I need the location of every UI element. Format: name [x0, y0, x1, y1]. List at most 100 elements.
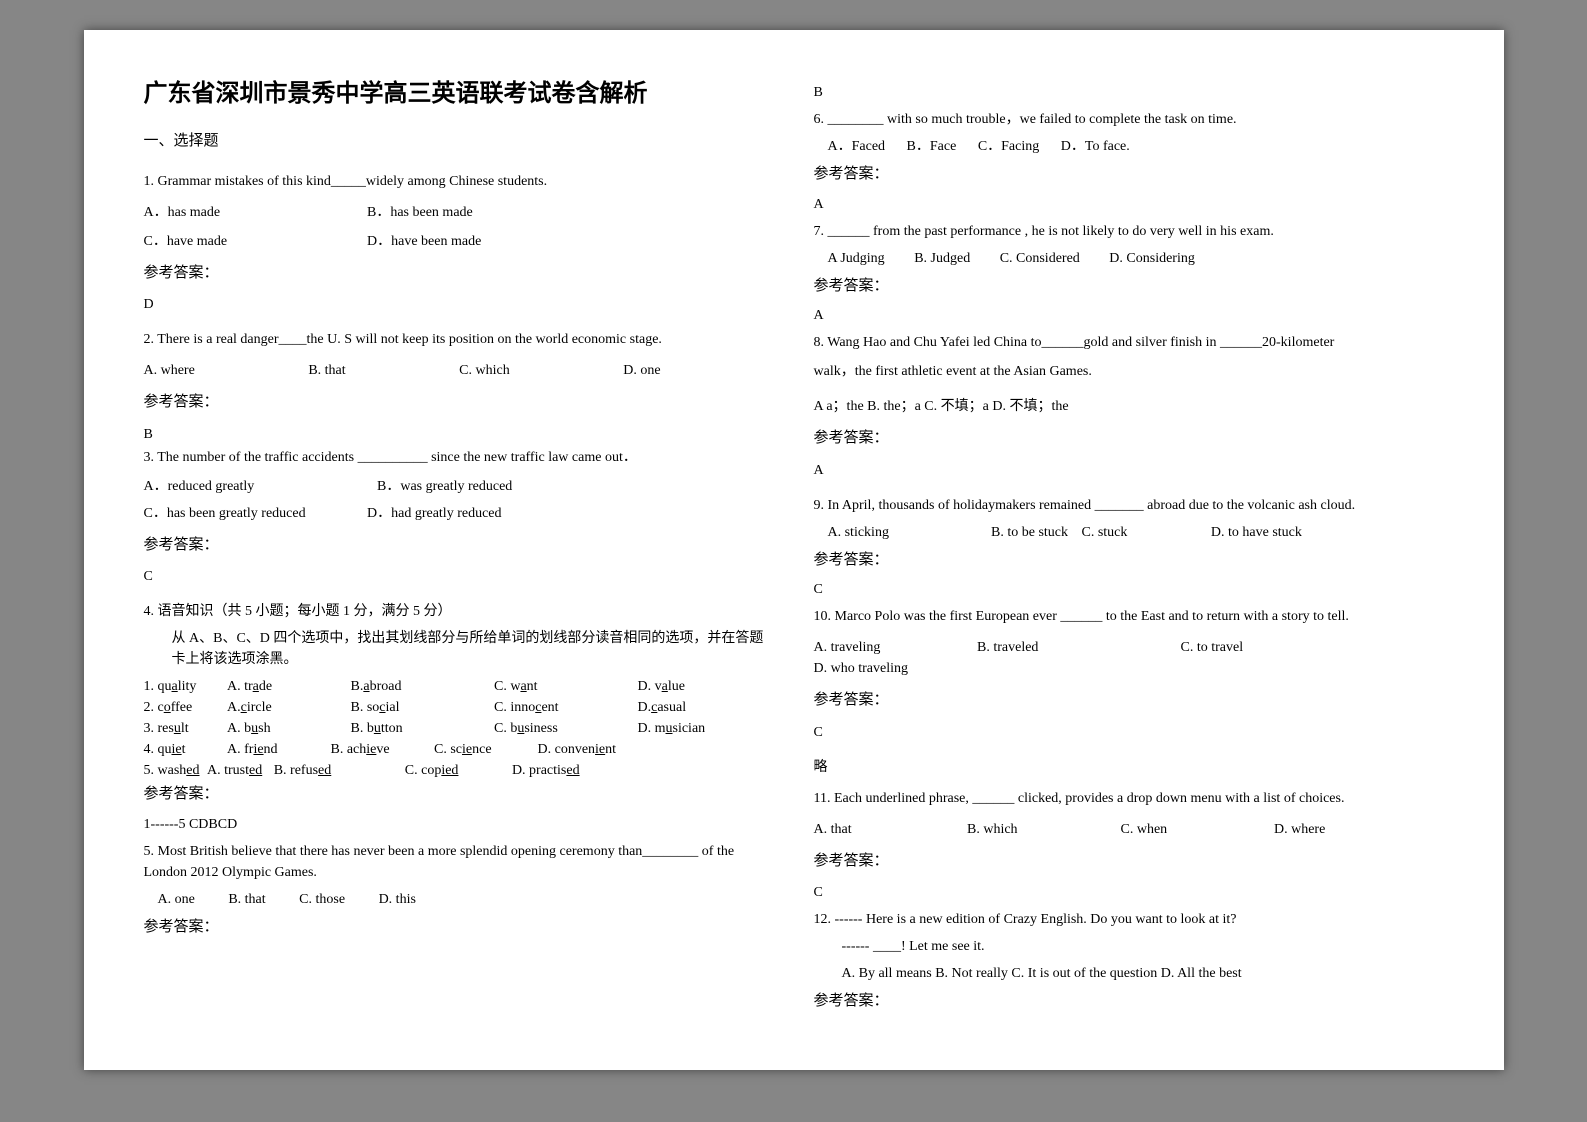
t: tton — [381, 718, 403, 739]
t: ie — [253, 739, 263, 760]
q12-opts: A. By all means B. Not really C. It is o… — [814, 963, 1444, 984]
q4-ans: 1------5 CDBCD — [144, 814, 774, 835]
q12-l2: ------ ____! Let me see it. — [814, 936, 1444, 957]
section-heading: 一、选择题 — [144, 130, 774, 153]
t: A. tr — [227, 676, 253, 697]
t: C. inno — [494, 697, 535, 718]
t: t — [182, 739, 186, 760]
q1-b: B．has been made — [367, 202, 473, 223]
q1-ans: D — [144, 294, 774, 315]
q9-c: C. stuck — [1082, 522, 1128, 543]
t: ed — [186, 760, 199, 781]
t: u — [374, 718, 381, 739]
t: lity — [178, 676, 197, 697]
t: C. cop — [405, 760, 442, 781]
q4-inst: 从 A、B、C、D 四个选项中，找出其划线部分与所给单词的划线部分读音相同的选项… — [144, 628, 774, 670]
q2-text: 2. There is a real danger____the U. S wi… — [144, 329, 774, 350]
q4-row3: 3. result A. bush B. button C. business … — [144, 718, 774, 739]
q2-ans: B — [144, 424, 774, 445]
t: A. b — [227, 718, 251, 739]
q7-text: 7. ______ from the past performance , he… — [814, 221, 1444, 242]
q3-text: 3. The number of the traffic accidents _… — [144, 447, 774, 468]
q1-opts-row2: C．have made D．have been made — [144, 231, 774, 252]
t: siness — [524, 718, 557, 739]
q3-d: D．had greatly reduced — [367, 503, 502, 524]
q5-b: B. that — [228, 889, 265, 910]
t: o — [164, 697, 171, 718]
q8-ans: A — [814, 460, 1444, 481]
q7-a: A Judging — [828, 248, 885, 269]
q7-c: C. Considered — [1000, 248, 1080, 269]
ans-label: 参考答案： — [814, 275, 1444, 298]
t: D. conven — [538, 739, 596, 760]
q6-text: 6. ________ with so much trouble，we fail… — [814, 109, 1444, 130]
t: A. — [227, 697, 241, 718]
q8-opts: A a；the B. the；a C. 不填；a D. 不填；the — [814, 396, 1444, 417]
q3-a: A．reduced greatly — [144, 476, 314, 497]
q8-text2: walk，the first athletic event at the Asi… — [814, 361, 1444, 382]
q10-note: 略 — [814, 757, 1444, 778]
t: nt — [527, 676, 538, 697]
q1-d: D．have been made — [367, 231, 481, 252]
q11-c: C. when — [1121, 819, 1271, 840]
q3-b: B．was greatly reduced — [377, 476, 512, 497]
q9-d: D. to have stuck — [1211, 522, 1302, 543]
q5-a: A. one — [158, 889, 195, 910]
q6-ans: A — [814, 194, 1444, 215]
ans-label: 参考答案： — [814, 427, 1444, 450]
t: ied — [441, 760, 458, 781]
q12-l1: 12. ------ Here is a new edition of Craz… — [814, 909, 1444, 930]
q7-d: D. Considering — [1109, 248, 1195, 269]
t: ed — [318, 760, 331, 781]
t: 1. qu — [144, 676, 172, 697]
q3-opts-row1: A．reduced greatly B．was greatly reduced — [144, 476, 774, 497]
ans-label: 参考答案： — [814, 689, 1444, 712]
ans-label: 参考答案： — [814, 850, 1444, 873]
q3-opts-row2: C．has been greatly reduced D．had greatly… — [144, 503, 774, 524]
q3-ans: C — [144, 566, 774, 587]
q5-opts: A. one B. that C. those D. this — [144, 889, 774, 910]
q2-b: B. that — [308, 360, 345, 381]
q10-text: 10. Marco Polo was the first European ev… — [814, 606, 1444, 627]
q7-ans: A — [814, 305, 1444, 326]
q10-d: D. who traveling — [814, 658, 1034, 679]
t: nt — [605, 739, 616, 760]
q6-c: C．Facing — [978, 136, 1039, 157]
t: D. m — [638, 718, 666, 739]
q8-text1: 8. Wang Hao and Chu Yafei led China to__… — [814, 332, 1444, 353]
q1-opts-row1: A．has made B．has been made — [144, 202, 774, 223]
t: C. sc — [434, 739, 462, 760]
t: ial — [386, 697, 400, 718]
q5-d: D. this — [379, 889, 416, 910]
q4-row5: 5. washed A. trusted B. refused C. copie… — [144, 760, 774, 781]
t: ie — [172, 739, 182, 760]
q6-opts: A．Faced B．Face C．Facing D．To face. — [814, 136, 1444, 157]
q11-d: D. where — [1274, 819, 1424, 840]
t: ed — [249, 760, 262, 781]
q9-a: A. sticking — [828, 522, 988, 543]
q4-row1: 1. quality A. trade B. abroad C. want D.… — [144, 676, 774, 697]
q11-b: B. which — [967, 819, 1117, 840]
t: nce — [472, 739, 491, 760]
q9-text: 9. In April, thousands of holidaymakers … — [814, 495, 1444, 516]
t: C. b — [494, 718, 517, 739]
q10-b: B. traveled — [977, 637, 1177, 658]
q10-opts: A. traveling B. traveled C. to travel D.… — [814, 637, 1444, 679]
t: B. so — [351, 697, 380, 718]
t: C. w — [494, 676, 520, 697]
q1-c: C．have made — [144, 231, 304, 252]
t: ircle — [247, 697, 272, 718]
q2-c: C. which — [459, 360, 510, 381]
q4-head: 4. 语音知识（共 5 小题；每小题 1 分，满分 5 分） — [144, 601, 774, 622]
t: u — [666, 718, 673, 739]
q1-a: A．has made — [144, 202, 304, 223]
q10-ans: C — [814, 722, 1444, 743]
t: 5. wash — [144, 760, 187, 781]
t: D. practis — [512, 760, 566, 781]
q6-a: A．Faced — [828, 136, 886, 157]
t: B. refus — [274, 760, 318, 781]
ans-label: 参考答案： — [814, 163, 1444, 186]
t: lt — [181, 718, 189, 739]
q9-b: B. to be stuck — [991, 522, 1068, 543]
q7-b: B. Judged — [914, 248, 970, 269]
